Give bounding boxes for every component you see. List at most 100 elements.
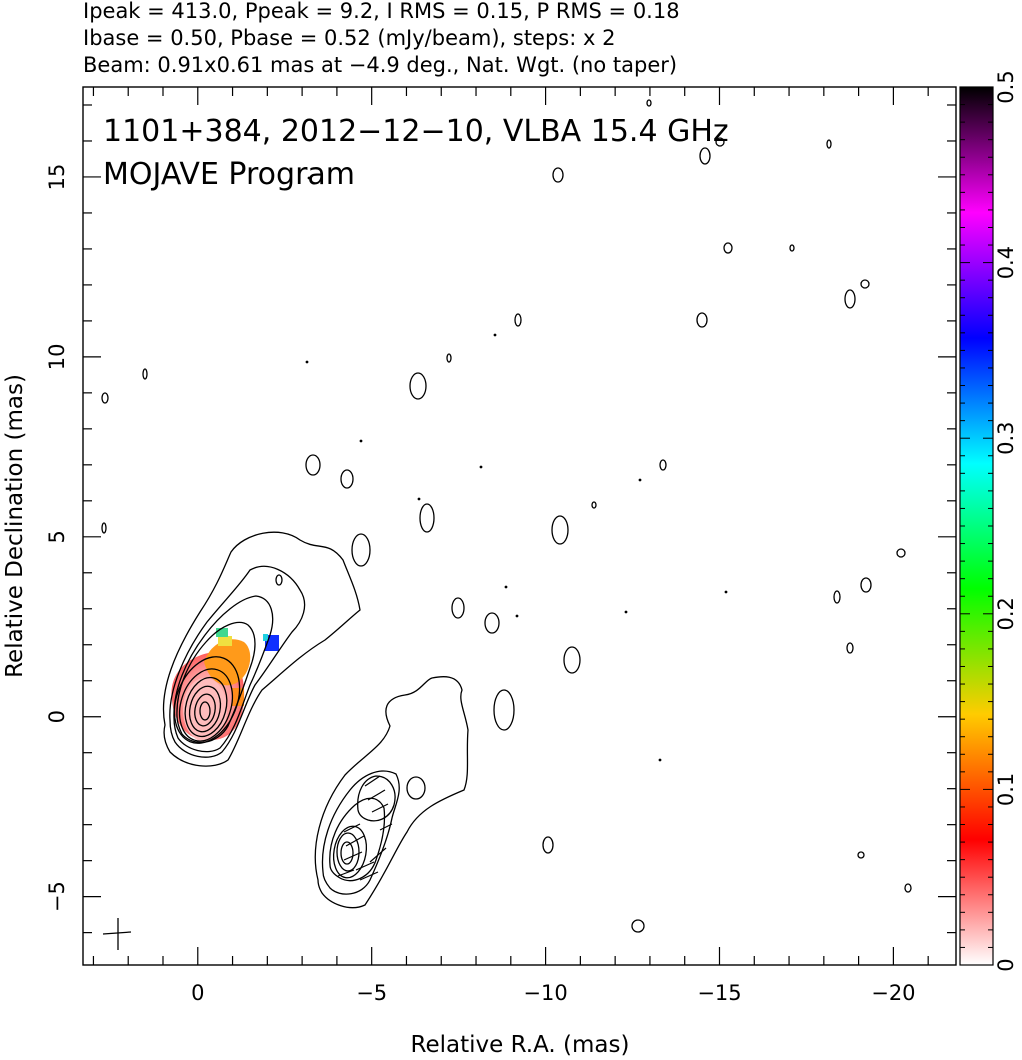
noise-dot	[479, 465, 483, 469]
south-contour-5	[336, 832, 360, 872]
noise-contour	[904, 883, 912, 893]
core-contours	[162, 531, 361, 767]
noise-contour	[659, 459, 667, 471]
x-tick-label: 0	[191, 981, 204, 1005]
noise-contour	[699, 147, 711, 165]
colorbar-gradient	[960, 87, 993, 965]
southern-feature-contours	[314, 676, 469, 909]
core-contour-outer	[162, 531, 361, 767]
noise-contour	[340, 469, 354, 489]
header-line-2: Ibase = 0.50, Pbase = 0.52 (mJy/beam), s…	[83, 26, 615, 50]
noise-dot	[638, 478, 642, 482]
noise-dot	[417, 497, 421, 501]
noise-contour	[551, 515, 569, 545]
south-contour-outer	[314, 676, 469, 909]
core-contour-5	[173, 656, 241, 744]
noise-contour	[142, 368, 148, 380]
noise-contour	[451, 597, 465, 619]
core-contour-3	[173, 595, 274, 753]
colorbar-ticks: 0 0.1 0.2 0.3 0.4 0.5	[960, 70, 1018, 972]
colorbar-tick-label: 0	[994, 958, 1018, 971]
noise-contour	[493, 689, 515, 731]
x-axis-title: Relative R.A. (mas)	[411, 1032, 630, 1058]
noise-dot	[307, 176, 311, 180]
y-axis: −5 0 5 10 15	[45, 104, 956, 934]
pol-vector	[371, 803, 389, 813]
pol-vector	[369, 847, 387, 863]
pol-vector	[345, 835, 365, 847]
plot-frame	[82, 86, 957, 966]
core-contour-6	[178, 668, 234, 742]
core-contour-2	[169, 565, 306, 758]
noise-contour	[552, 167, 564, 183]
polarization-vectors	[337, 775, 393, 881]
map-title: 1101+384, 2012−12−10, VLBA 15.4 GHz	[103, 114, 729, 149]
noise-dot	[359, 439, 363, 443]
pol-vector	[337, 869, 355, 877]
noise-contour	[514, 313, 522, 327]
core-contour-9	[194, 693, 216, 727]
noise-dot	[658, 758, 662, 762]
noise-contour	[101, 392, 109, 404]
south-contour-6	[340, 841, 354, 865]
y-tick-label: 0	[45, 710, 69, 723]
polarized-emission-orange	[204, 639, 251, 686]
noise-contour	[563, 646, 581, 674]
pol-vector	[343, 851, 363, 861]
header-line-1: Ipeak = 413.0, Ppeak = 9.2, I RMS = 0.15…	[83, 0, 680, 23]
noise-contours	[101, 99, 912, 933]
noise-contour	[305, 454, 321, 476]
noise-dot	[504, 585, 508, 589]
restoring-beam-marker	[102, 918, 132, 950]
pol-vector	[343, 823, 361, 833]
noise-contour	[857, 851, 865, 859]
y-axis-title: Relative Declination (mas)	[2, 374, 28, 678]
noise-contour	[833, 590, 841, 604]
south-contour-upper	[357, 775, 396, 822]
map-content	[101, 99, 912, 950]
noise-contour	[409, 372, 427, 400]
noise-contour	[419, 503, 435, 533]
header-line-3: Beam: 0.91x0.61 mas at −4.9 deg., Nat. W…	[83, 53, 677, 77]
noise-contour	[789, 244, 795, 252]
noise-contour	[646, 99, 652, 107]
noise-contour	[860, 577, 872, 593]
noise-contour	[715, 137, 725, 147]
x-tick-label: −20	[871, 981, 915, 1005]
core-contour-10	[199, 701, 211, 721]
pol-vector	[355, 861, 375, 871]
core-contour-small	[275, 574, 283, 586]
polarized-pixel-cyan	[263, 634, 268, 641]
noise-contour	[484, 612, 500, 634]
noise-contour	[696, 312, 708, 328]
noise-contour	[846, 642, 854, 654]
y-tick-label: 5	[45, 530, 69, 543]
polarized-pixel-green	[216, 628, 228, 637]
x-tick-label: −15	[697, 981, 741, 1005]
noise-contour	[723, 242, 733, 254]
south-contour-2	[321, 770, 400, 895]
x-axis: 0 −5 −10 −15 −20	[92, 87, 929, 1005]
pol-vector	[359, 871, 379, 881]
map-subtitle: MOJAVE Program	[103, 157, 355, 192]
noise-dot	[724, 590, 728, 594]
noise-contour	[351, 533, 371, 567]
noise-contour	[860, 279, 870, 289]
noise-contour	[591, 501, 597, 509]
noise-contour	[101, 522, 107, 534]
core-contour-8	[188, 685, 222, 733]
colorbar-tick-label: 0.1	[994, 773, 1018, 806]
colorbar: 0 0.1 0.2 0.3 0.4 0.5	[959, 70, 1018, 972]
y-tick-label: 10	[45, 344, 69, 371]
noise-dot	[624, 610, 628, 614]
noise-contour	[844, 289, 856, 309]
pol-vector	[367, 789, 386, 801]
south-contour-knot	[406, 776, 426, 800]
core-contour-4	[176, 621, 256, 744]
x-tick-label: −5	[356, 981, 387, 1005]
south-contour-3	[329, 797, 386, 882]
noise-contour	[826, 139, 832, 149]
noise-dot	[305, 360, 309, 364]
y-tick-label: −5	[45, 881, 69, 912]
